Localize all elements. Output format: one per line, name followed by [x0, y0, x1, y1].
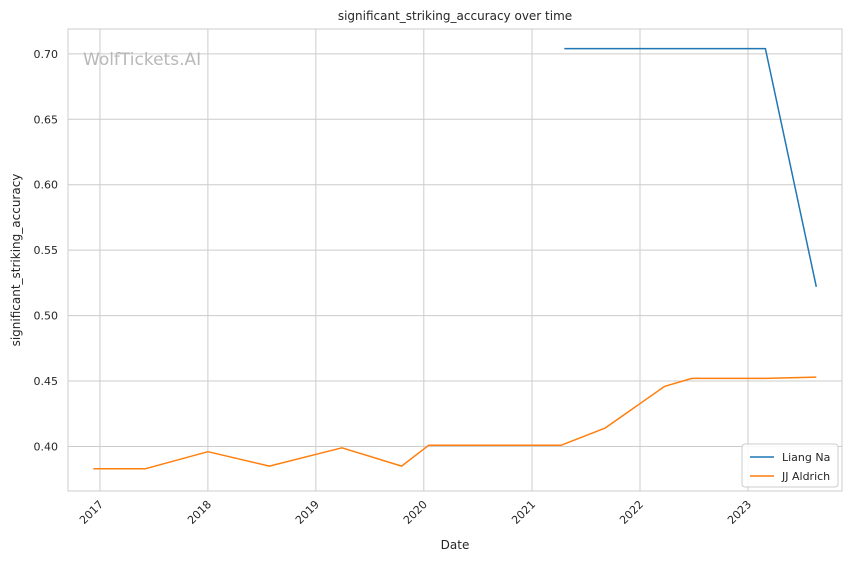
series-lines: [93, 47, 818, 470]
y-tick-label: 0.65: [34, 113, 59, 126]
y-tick-label: 0.70: [34, 48, 59, 61]
chart-title: significant_striking_accuracy over time: [338, 9, 572, 23]
plot-area-frame: [67, 28, 843, 492]
series-line-1: [93, 376, 817, 470]
legend: Liang Na JJ Aldrich: [741, 443, 839, 488]
x-axis-label: Date: [441, 538, 470, 552]
y-tick-label: 0.40: [34, 441, 59, 454]
grid-lines: [68, 29, 842, 491]
y-axis-ticks: 0.40 0.45 0.50 0.55 0.60 0.65 0.70: [34, 48, 59, 454]
y-axis-label: significant_striking_accuracy: [9, 174, 23, 347]
y-tick-label: 0.50: [34, 310, 59, 323]
y-tick-label: 0.45: [34, 375, 59, 388]
legend-label-1: JJ Aldrich: [781, 470, 830, 483]
y-tick-label: 0.55: [34, 244, 59, 257]
series-line-0: [564, 47, 818, 287]
watermark: WolfTickets.AI: [83, 50, 201, 70]
legend-label-0: Liang Na: [782, 451, 830, 464]
y-tick-label: 0.60: [34, 179, 59, 192]
